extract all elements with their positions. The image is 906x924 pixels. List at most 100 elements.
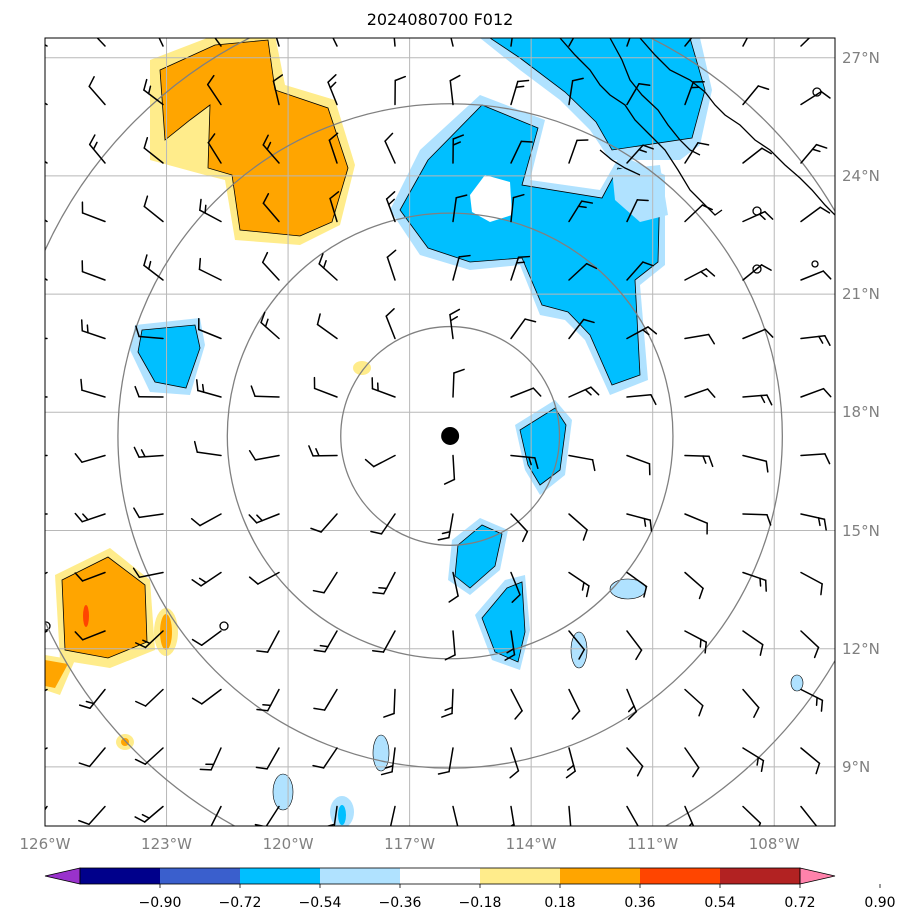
negative-anomaly-region — [790, 674, 804, 692]
wind-barb — [626, 630, 643, 661]
wind-barb — [510, 193, 525, 223]
wind-barb — [626, 199, 649, 223]
negative-anomaly-region — [612, 165, 668, 222]
wind-barb — [272, 74, 284, 106]
wind-barb — [143, 254, 164, 281]
wind-barb — [45, 91, 48, 106]
wind-barb — [329, 191, 340, 223]
wind-barb — [510, 140, 533, 164]
colorbar-bin — [80, 868, 160, 884]
colorbar-extend-min — [44, 867, 81, 885]
wind-barb — [626, 261, 654, 281]
wind-barb — [80, 378, 106, 398]
colorbar-bin — [160, 868, 240, 884]
latitude-tick-label: 15°N — [842, 521, 880, 540]
wind-barb — [626, 571, 648, 598]
wind-barb — [800, 805, 817, 826]
wind-barb — [134, 385, 164, 398]
latitude-tick-label: 9°N — [842, 757, 871, 776]
wind-barb — [87, 38, 106, 47]
wind-barb — [45, 747, 48, 761]
wind-barb — [800, 571, 823, 596]
wind-barb — [626, 82, 651, 106]
wind-barb — [510, 454, 539, 470]
wind-barb — [446, 38, 454, 47]
wind-barb — [256, 630, 280, 653]
wind-barb — [568, 262, 598, 281]
wind-barb — [310, 513, 338, 533]
wind-barb — [385, 191, 396, 223]
wind-barb — [312, 747, 338, 769]
latitude-tick-label: 21°N — [842, 285, 880, 304]
wind-barb — [742, 210, 774, 223]
negative-anomaly-region — [372, 734, 390, 772]
wind-barb — [260, 311, 280, 340]
map-title: 2024080700 F012 — [366, 10, 514, 29]
wind-barb — [262, 192, 280, 223]
wind-barb — [74, 571, 106, 582]
negative-anomaly-region — [338, 805, 346, 825]
wind-barb — [81, 260, 106, 281]
wind-barb — [195, 379, 222, 398]
wind-barb — [392, 38, 396, 47]
positive-anomaly-region — [45, 660, 68, 688]
wind-barb — [444, 630, 456, 661]
wind-barb — [199, 747, 222, 771]
wind-barb — [191, 688, 222, 705]
no-anomaly-region — [470, 175, 512, 222]
colorbar-bin — [400, 868, 480, 884]
colorbar-tick-label: −0.36 — [378, 895, 422, 911]
wind-barb — [133, 507, 164, 519]
wind-barb — [437, 513, 454, 541]
wind-barb — [88, 134, 106, 164]
wind-barb — [742, 747, 765, 773]
wind-barb — [684, 454, 714, 468]
wind-barb — [510, 688, 523, 720]
wind-barb — [372, 630, 396, 653]
wind-barb — [684, 204, 713, 223]
latitude-tick-label: 27°N — [842, 48, 880, 67]
coastline — [45, 38, 835, 631]
wind-barb — [313, 630, 338, 653]
wind-barb — [135, 688, 164, 707]
wind-barb — [143, 78, 164, 106]
wind-barb — [441, 688, 454, 718]
wind-barb — [800, 513, 827, 531]
wind-barb — [135, 325, 164, 340]
wind-barb — [684, 805, 696, 826]
wind-barb — [742, 38, 755, 47]
wind-barb — [80, 319, 106, 340]
wind-barb — [88, 76, 106, 106]
positive-anomaly-region — [160, 614, 172, 650]
wind-barb — [800, 206, 831, 223]
wind-barb — [504, 630, 516, 661]
wind-barb — [371, 377, 396, 398]
wind-barb — [328, 132, 339, 164]
wind-barb — [684, 38, 701, 47]
wind-barb — [250, 385, 280, 398]
wind-barb — [74, 630, 106, 641]
wind-barb — [389, 805, 396, 826]
wind-barb — [452, 368, 465, 398]
wind-barb — [568, 386, 600, 398]
wind-barb — [316, 313, 338, 340]
wind-barb — [568, 805, 572, 826]
wind-barb — [261, 251, 280, 281]
wind-barb — [510, 513, 529, 543]
wind-barb — [800, 143, 828, 164]
wind-barb — [742, 805, 762, 826]
wind-barb — [452, 134, 465, 164]
wind-barb — [684, 688, 704, 717]
wind-barb — [248, 571, 280, 585]
negative-anomaly-region — [489, 38, 706, 151]
wind-barb — [312, 571, 338, 594]
wind-barb — [509, 747, 520, 779]
wind-barb — [449, 308, 461, 340]
wind-barb — [193, 440, 222, 457]
wind-barb — [449, 74, 461, 106]
wind-barb — [510, 318, 537, 340]
negative-anomaly-region — [399, 104, 661, 386]
wind-barb — [190, 513, 222, 527]
wind-barb — [45, 630, 48, 645]
wind-barb — [248, 513, 280, 524]
